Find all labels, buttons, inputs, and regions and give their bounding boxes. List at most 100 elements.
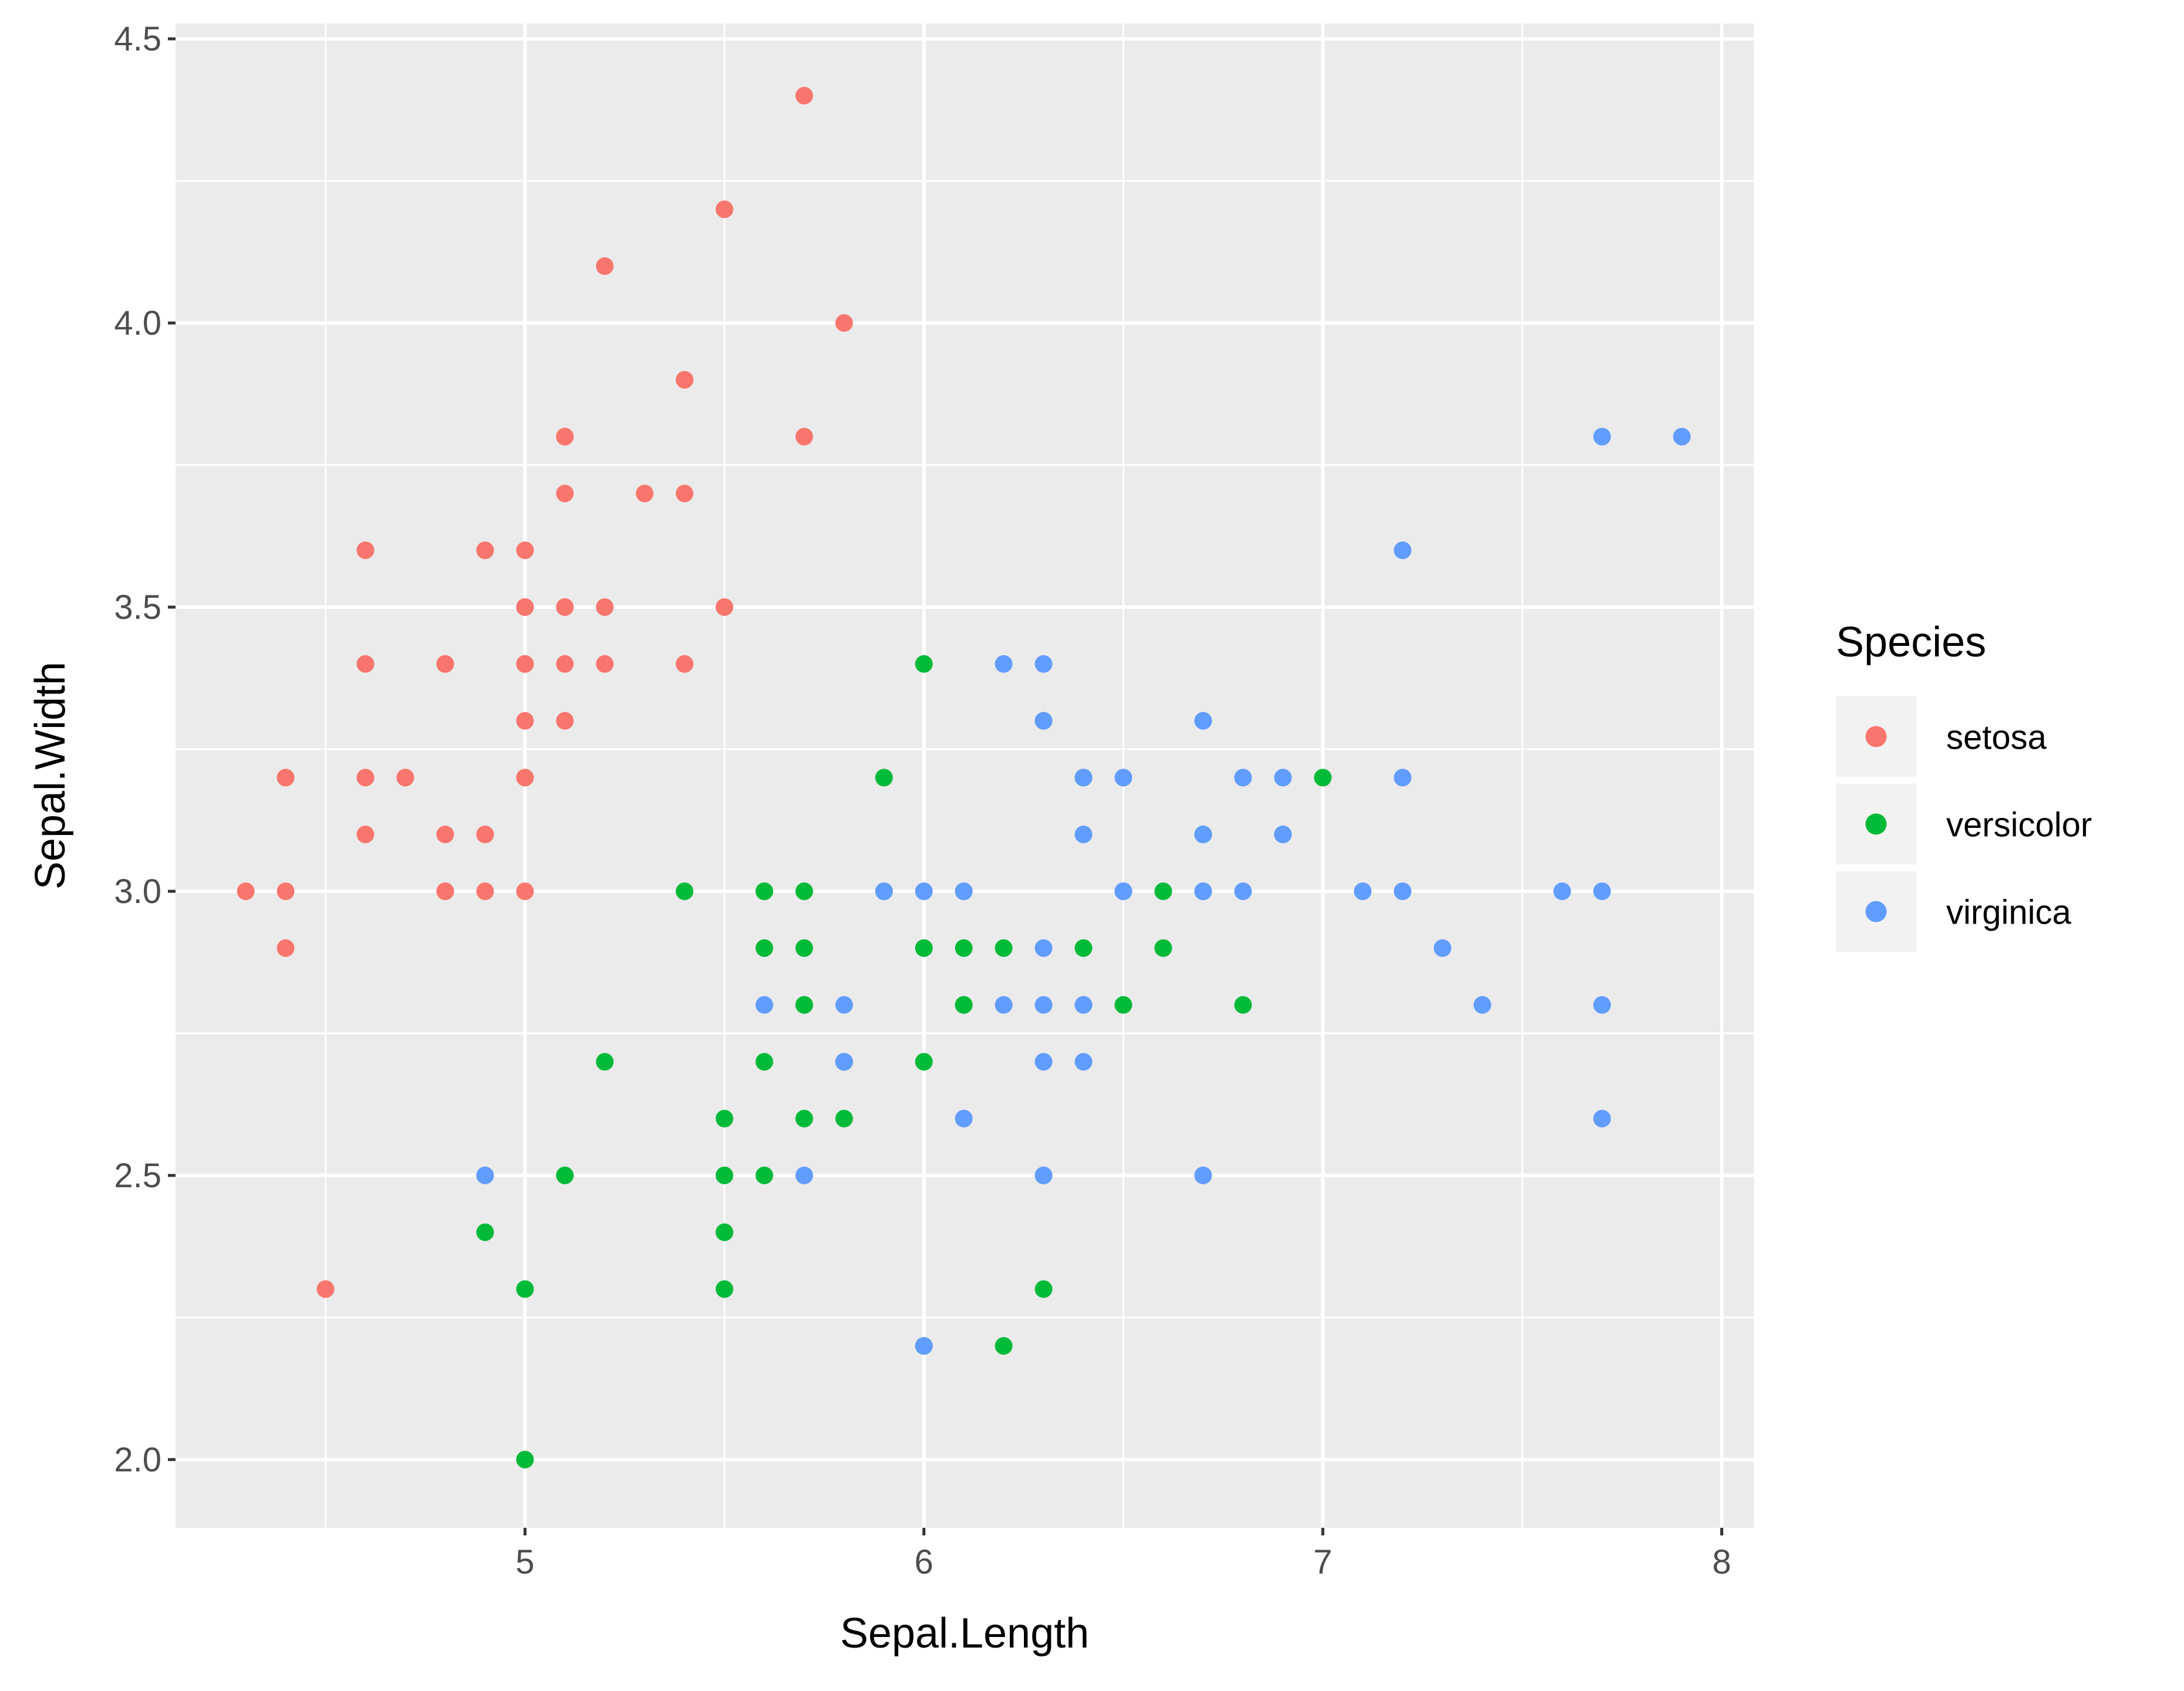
y-tick-label: 4.5 [114, 20, 161, 58]
data-point-versicolor [516, 1450, 534, 1468]
data-point-setosa [436, 655, 454, 673]
data-point-setosa [476, 826, 494, 844]
data-point-virginica [1234, 769, 1252, 787]
data-point-versicolor [795, 1110, 813, 1128]
data-point-versicolor [715, 1110, 733, 1128]
data-point-virginica [1234, 882, 1252, 900]
data-points [237, 86, 1691, 1468]
data-point-setosa [556, 655, 574, 673]
data-point-versicolor [755, 1053, 773, 1071]
data-point-versicolor [1234, 996, 1252, 1014]
data-point-versicolor [955, 939, 973, 957]
data-point-versicolor [915, 655, 933, 673]
data-point-setosa [596, 598, 614, 617]
data-point-setosa [516, 598, 534, 617]
data-point-virginica [1274, 769, 1292, 787]
data-point-virginica [1394, 541, 1412, 560]
data-point-versicolor [795, 939, 813, 957]
x-tick-label: 5 [515, 1543, 534, 1581]
data-point-virginica [835, 1053, 853, 1071]
data-point-versicolor [915, 1053, 933, 1071]
data-point-virginica [795, 1166, 813, 1184]
data-point-versicolor [715, 1280, 733, 1298]
x-axis-title: Sepal.Length [840, 1610, 1089, 1657]
data-point-virginica [835, 996, 853, 1014]
legend-item-virginica: virginica [1836, 871, 2071, 952]
data-point-setosa [516, 769, 534, 787]
y-tick-label: 3.0 [114, 873, 161, 911]
legend-marker-icon [1865, 726, 1887, 747]
legend: Species setosa versicolor virginica [1836, 619, 2092, 952]
data-point-virginica [1354, 882, 1372, 900]
data-point-setosa [795, 427, 813, 446]
data-point-virginica [1114, 882, 1133, 900]
x-tick-label: 8 [1713, 1543, 1731, 1581]
data-point-versicolor [1034, 1280, 1053, 1298]
x-axis: 5 6 7 8 [515, 1528, 1731, 1581]
data-point-versicolor [556, 1166, 574, 1184]
data-point-setosa [596, 655, 614, 673]
data-point-virginica [1194, 826, 1212, 844]
data-point-setosa [835, 314, 853, 332]
y-tick-label: 4.0 [114, 304, 161, 342]
data-point-virginica [1593, 996, 1611, 1014]
data-point-virginica [1034, 712, 1053, 730]
data-point-setosa [556, 712, 574, 730]
data-point-virginica [1553, 882, 1571, 900]
data-point-versicolor [715, 1223, 733, 1241]
data-point-versicolor [1154, 939, 1172, 957]
y-axis-title: Sepal.Width [27, 662, 74, 890]
data-point-virginica [1194, 882, 1212, 900]
data-point-setosa [476, 882, 494, 900]
data-point-setosa [516, 712, 534, 730]
data-point-setosa [676, 370, 694, 389]
data-point-setosa [596, 257, 614, 275]
data-point-versicolor [995, 1337, 1013, 1355]
data-point-versicolor [715, 1166, 733, 1184]
data-point-virginica [915, 1337, 933, 1355]
data-point-virginica [1673, 427, 1691, 446]
legend-label: versicolor [1946, 806, 2092, 844]
data-point-setosa [516, 541, 534, 560]
data-point-versicolor [835, 1110, 853, 1128]
data-point-virginica [755, 996, 773, 1014]
legend-label: setosa [1946, 719, 2047, 757]
data-point-virginica [915, 882, 933, 900]
data-point-virginica [995, 655, 1013, 673]
data-point-versicolor [1114, 996, 1133, 1014]
plot-panel [176, 23, 1754, 1528]
data-point-setosa [556, 598, 574, 617]
data-point-setosa [316, 1280, 335, 1298]
data-point-versicolor [1314, 769, 1332, 787]
data-point-setosa [556, 484, 574, 503]
data-point-virginica [1034, 1166, 1053, 1184]
data-point-versicolor [795, 996, 813, 1014]
data-point-virginica [1593, 882, 1611, 900]
data-point-setosa [676, 655, 694, 673]
data-point-virginica [1034, 1053, 1053, 1071]
data-point-versicolor [795, 882, 813, 900]
data-point-setosa [436, 826, 454, 844]
legend-item-versicolor: versicolor [1836, 784, 2092, 864]
data-point-setosa [516, 655, 534, 673]
data-point-versicolor [476, 1223, 494, 1241]
data-point-setosa [356, 655, 375, 673]
data-point-versicolor [1154, 882, 1172, 900]
data-point-virginica [476, 1166, 494, 1184]
data-point-versicolor [755, 882, 773, 900]
data-point-setosa [516, 882, 534, 900]
data-point-setosa [237, 882, 255, 900]
data-point-virginica [1194, 712, 1212, 730]
data-point-setosa [556, 427, 574, 446]
data-point-setosa [356, 541, 375, 560]
data-point-virginica [1274, 826, 1292, 844]
y-axis: 2.0 2.5 3.0 3.5 4.0 4.5 [114, 20, 176, 1479]
x-tick-label: 7 [1313, 1543, 1332, 1581]
data-point-virginica [1034, 655, 1053, 673]
data-point-setosa [715, 598, 733, 617]
data-point-virginica [1394, 882, 1412, 900]
data-point-versicolor [955, 996, 973, 1014]
x-tick-label: 6 [915, 1543, 933, 1581]
data-point-setosa [356, 769, 375, 787]
